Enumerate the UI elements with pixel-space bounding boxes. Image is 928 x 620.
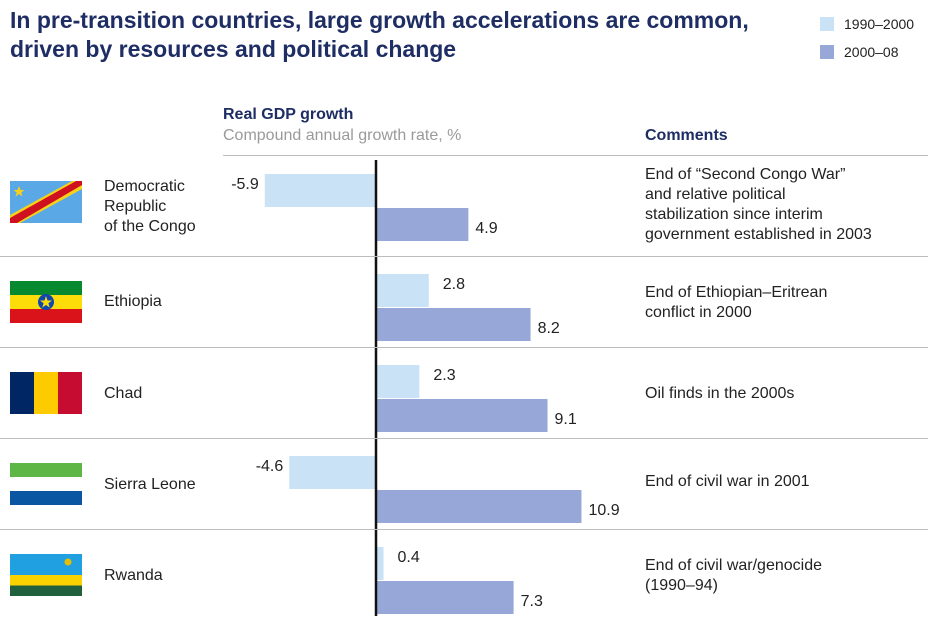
sierra-leone-flag-icon [10, 463, 82, 505]
country-line: Chad [104, 385, 143, 402]
chart-title: Real GDP growth [223, 106, 354, 123]
country-line: Republic [104, 198, 167, 215]
comment-line: End of civil war/genocide [645, 557, 822, 574]
country-line: Rwanda [104, 567, 163, 584]
bar-1990-2000-1 [376, 274, 429, 307]
comment-line: government established in 2003 [645, 226, 872, 243]
row-sierra-leone: Sierra Leone End of civil war in 2001 [0, 439, 928, 529]
country-line: Sierra Leone [104, 476, 196, 493]
row-chad: Chad Oil finds in the 2000s [0, 348, 928, 438]
comment-line: stabilization since interim [645, 206, 823, 223]
page-title: In pre-transition countries, large growt… [10, 7, 749, 62]
row-ethiopia: Ethiopia End of Ethiopian–Eritrean confl… [0, 257, 928, 347]
bar-1990-2000-0 [264, 174, 376, 207]
comment-line: conflict in 2000 [645, 304, 752, 321]
data-label-1990-2000-2: 2.3 [433, 367, 455, 384]
legend-item-2000-08: 2000–08 [820, 38, 914, 66]
row-divider [0, 256, 928, 257]
data-label-2000-08-3: 10.9 [588, 502, 619, 519]
bar-1990-2000-3 [289, 456, 376, 489]
comment-text: End of civil war/genocide (1990–94) [645, 556, 928, 596]
row-divider [0, 529, 928, 530]
comment-line: (1990–94) [645, 577, 718, 594]
header-divider [223, 155, 928, 156]
data-label-1990-2000-0: -5.9 [231, 176, 259, 193]
bar-2000-08-0 [376, 208, 469, 241]
comments-header: Comments [645, 127, 728, 144]
legend-swatch-1990-2000 [820, 17, 834, 31]
country-label: Chad [104, 384, 142, 404]
bar-2000-08-1 [376, 308, 531, 341]
bar-2000-08-3 [376, 490, 582, 523]
ethiopia-flag-icon [10, 281, 82, 323]
chart-subtitle: Compound annual growth rate, % [223, 127, 462, 144]
comment-text: End of “Second Congo War” and relative p… [645, 165, 928, 245]
row-divider [0, 438, 928, 439]
legend-item-1990-2000: 1990–2000 [820, 10, 914, 38]
comment-line: and relative political [645, 186, 786, 203]
country-label: Ethiopia [104, 292, 162, 312]
chad-flag-icon [10, 372, 82, 414]
row-rwanda: Rwanda End of civil war/genocide (1990–9… [0, 530, 928, 620]
bar-2000-08-4 [376, 581, 514, 614]
comment-line: End of Ethiopian–Eritrean [645, 284, 828, 301]
country-line: Democratic [104, 178, 185, 195]
comment-text: End of Ethiopian–Eritrean conflict in 20… [645, 283, 928, 323]
drc-flag-icon [10, 181, 82, 223]
legend: 1990–2000 2000–08 [820, 10, 914, 66]
row-drc: Democratic Republic of the Congo End of … [0, 157, 928, 247]
country-label: Sierra Leone [104, 475, 196, 495]
row-divider [0, 347, 928, 348]
comment-line: End of civil war in 2001 [645, 473, 810, 490]
legend-label-2000-08: 2000–08 [844, 44, 899, 60]
rwanda-flag-icon [10, 554, 82, 596]
country-line: of the Congo [104, 218, 196, 235]
comment-text: Oil finds in the 2000s [645, 384, 928, 404]
comment-line: End of “Second Congo War” [645, 166, 846, 183]
comment-line: Oil finds in the 2000s [645, 385, 795, 402]
legend-swatch-2000-08 [820, 45, 834, 59]
bar-1990-2000-2 [376, 365, 420, 398]
bar-1990-2000-4 [376, 547, 384, 580]
comment-text: End of civil war in 2001 [645, 472, 928, 492]
country-label: Rwanda [104, 566, 163, 586]
data-label-2000-08-1: 8.2 [538, 320, 560, 337]
data-label-2000-08-0: 4.9 [475, 220, 497, 237]
data-label-1990-2000-3: -4.6 [256, 458, 284, 475]
country-line: Ethiopia [104, 293, 162, 310]
data-label-2000-08-2: 9.1 [555, 411, 577, 428]
data-label-1990-2000-1: 2.8 [443, 276, 465, 293]
bar-2000-08-2 [376, 399, 548, 432]
data-label-2000-08-4: 7.3 [521, 593, 543, 610]
country-label: Democratic Republic of the Congo [104, 177, 196, 237]
data-label-1990-2000-4: 0.4 [398, 549, 420, 566]
legend-label-1990-2000: 1990–2000 [844, 16, 915, 32]
